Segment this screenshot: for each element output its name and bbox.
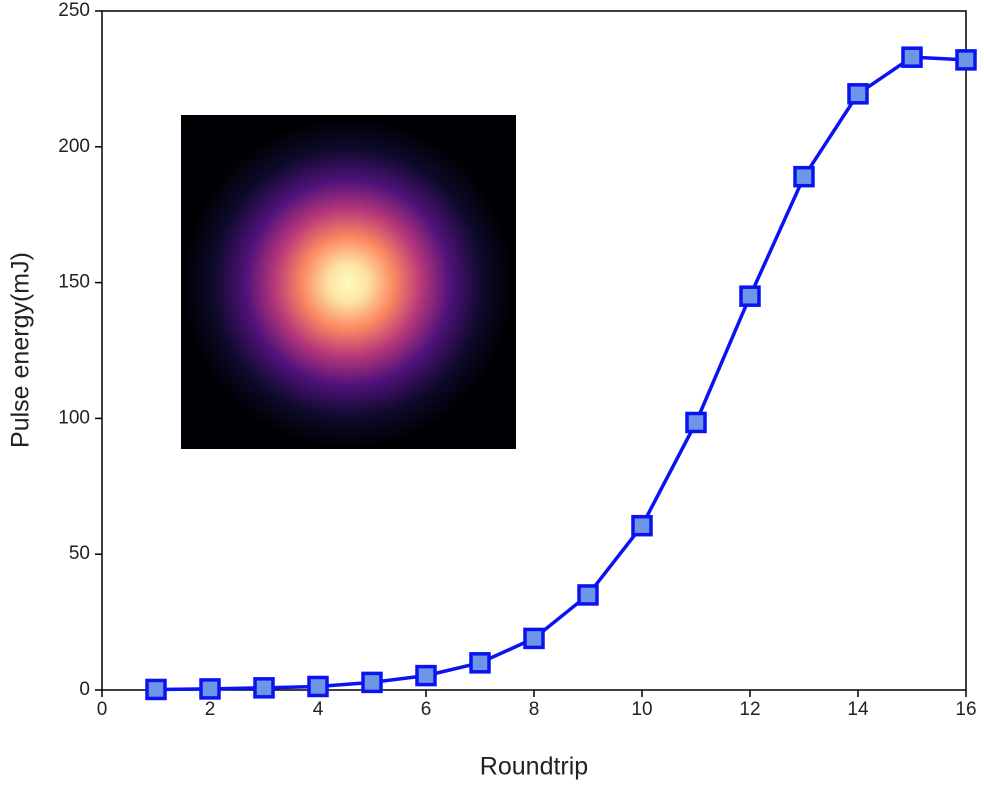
- x-tick-label: 2: [205, 699, 216, 720]
- marker: [415, 664, 437, 687]
- y-tick-label: 100: [58, 407, 90, 428]
- marker: [685, 411, 707, 434]
- x-tick-label: 12: [739, 699, 760, 720]
- marker: [523, 627, 545, 650]
- x-tick-label: 8: [529, 699, 540, 720]
- marker: [361, 671, 383, 694]
- x-tick-label: 10: [631, 699, 652, 720]
- marker: [901, 46, 923, 68]
- y-axis-label: Pulse energy(mJ): [7, 252, 35, 448]
- x-axis-label: Roundtrip: [480, 753, 588, 781]
- marker: [631, 514, 653, 537]
- x-tick-label: 4: [313, 699, 324, 720]
- marker: [199, 678, 221, 700]
- x-tick-label: 14: [847, 699, 869, 720]
- marker: [955, 49, 977, 71]
- x-tick-label: 0: [97, 699, 108, 720]
- marker: [739, 285, 761, 307]
- y-tick-label: 200: [58, 136, 90, 157]
- marker: [145, 678, 167, 701]
- beam-spot: [183, 118, 513, 448]
- marker: [847, 83, 869, 105]
- y-tick-label: 250: [58, 0, 90, 21]
- x-tick-label: 6: [421, 699, 432, 720]
- marker: [307, 675, 329, 698]
- y-tick-label: 0: [79, 679, 90, 700]
- x-tick-label: 16: [955, 699, 976, 720]
- marker: [793, 165, 815, 188]
- marker: [577, 584, 599, 606]
- marker: [469, 652, 491, 674]
- line: [155, 55, 967, 692]
- y-tick-label: 150: [58, 272, 90, 293]
- y-tick-label: 50: [69, 543, 90, 564]
- marker: [253, 677, 275, 699]
